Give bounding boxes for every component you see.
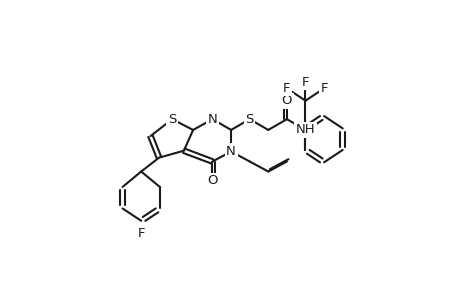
Text: F: F	[301, 76, 308, 89]
Text: N: N	[207, 113, 217, 126]
Text: O: O	[281, 94, 291, 107]
Text: N: N	[226, 145, 235, 158]
Text: O: O	[207, 174, 217, 187]
Text: F: F	[319, 82, 327, 95]
Text: F: F	[137, 226, 145, 240]
Text: F: F	[283, 82, 290, 95]
Text: S: S	[245, 113, 253, 126]
Text: S: S	[168, 113, 176, 126]
Text: NH: NH	[295, 123, 314, 136]
